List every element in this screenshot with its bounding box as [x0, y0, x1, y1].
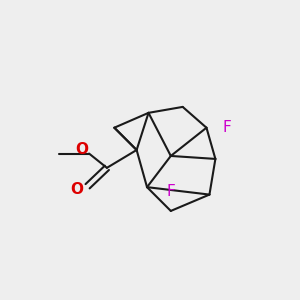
Text: F: F [167, 184, 175, 199]
Text: F: F [222, 120, 231, 135]
Text: O: O [71, 182, 84, 197]
Text: O: O [76, 142, 89, 157]
